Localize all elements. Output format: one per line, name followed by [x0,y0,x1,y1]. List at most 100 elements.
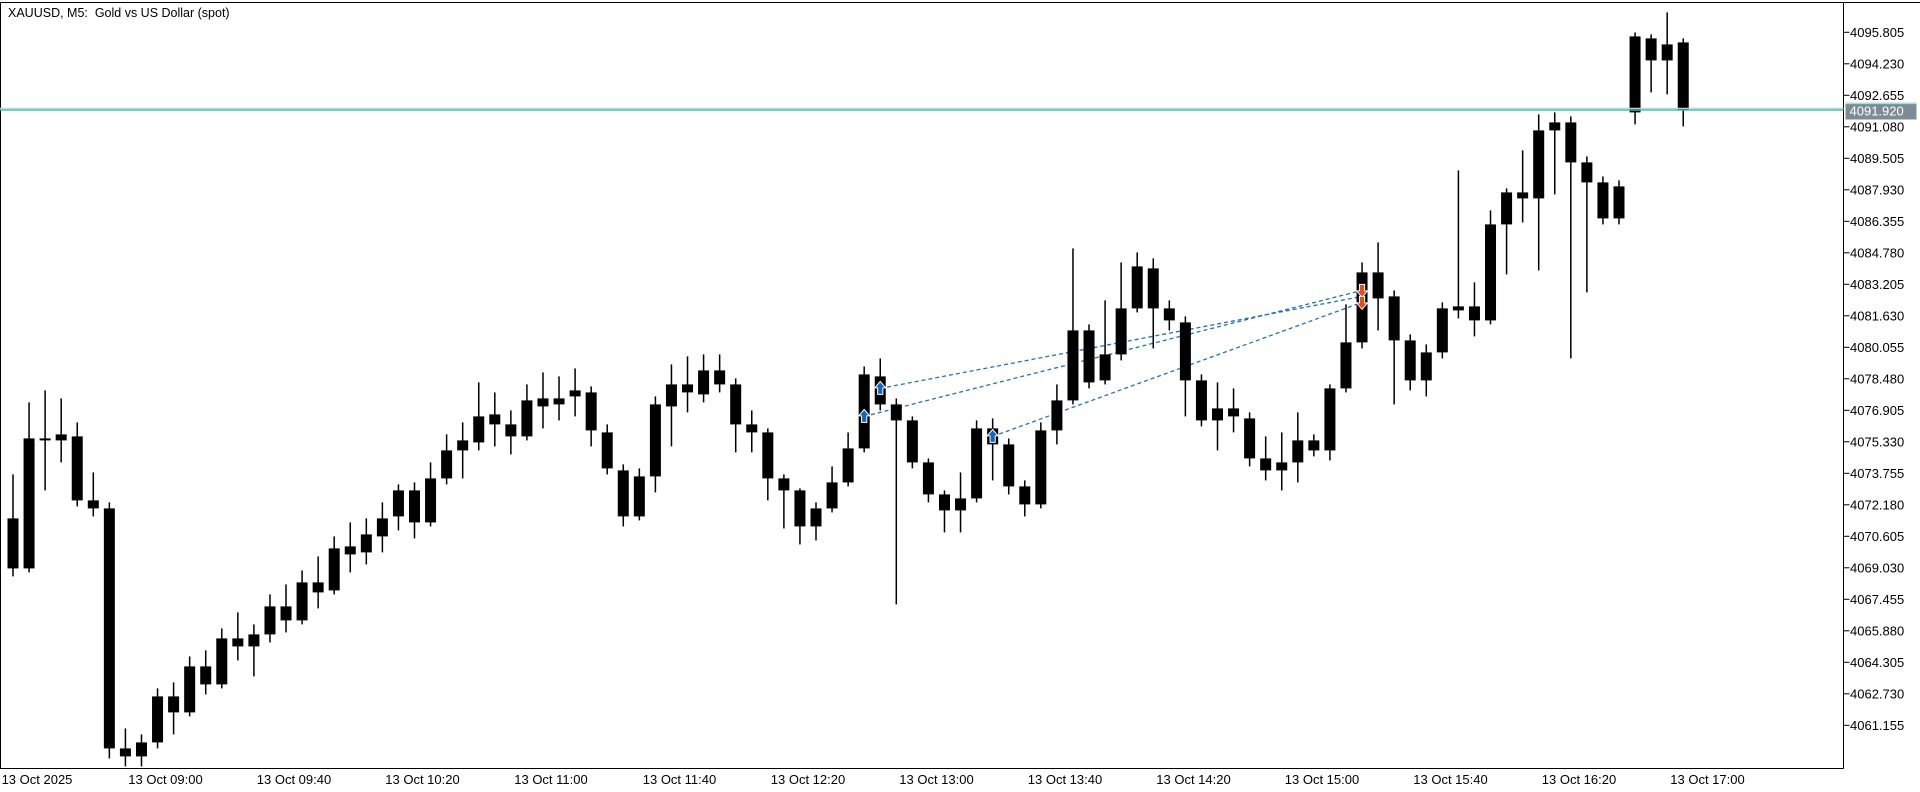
candle [264,594,276,643]
time-axis-label: 13 Oct 2025 [2,772,73,787]
candle [1517,150,1529,223]
candle [810,502,822,541]
candle [730,378,742,453]
candle [1083,324,1095,389]
candle [505,410,517,455]
price-axis-label: 4061.155 [1850,718,1904,733]
sell-close-arrow-icon[interactable] [1355,283,1369,299]
candle [1163,300,1175,331]
candle [890,398,902,605]
price-axis-label: 4069.030 [1850,560,1904,575]
candle [328,536,340,595]
candle [987,418,999,481]
candle [1212,382,1223,451]
price-axis-label: 4087.930 [1850,182,1904,197]
candle [1581,156,1593,293]
candle [1292,412,1304,483]
candle [1244,412,1256,467]
candle [1565,116,1577,359]
trade-connection-line[interactable] [864,289,1363,418]
candle [553,376,565,421]
buy-arrow-icon[interactable] [857,408,871,423]
candle [1549,112,1561,195]
candle [569,368,581,417]
candle [665,364,677,447]
candle [71,422,83,507]
candle [794,488,806,545]
price-axis-label: 4067.455 [1850,592,1904,607]
candle [826,466,838,513]
time-axis-label: 13 Oct 12:20 [771,772,845,787]
candle [762,428,774,501]
candle [232,612,244,661]
candle [1147,258,1159,349]
candle [376,502,388,553]
candle [971,420,983,503]
time-axis-label: 13 Oct 13:00 [899,772,973,787]
candle [601,424,613,475]
candlestick-series [7,12,1689,767]
candle [1195,374,1207,427]
candle [216,628,228,689]
buy-arrow-icon[interactable] [873,380,887,395]
price-axis-label: 4084.780 [1850,245,1904,260]
price-axis-label: 4075.330 [1850,434,1904,449]
candle [1501,188,1513,275]
candle [1372,242,1384,331]
price-axis[interactable]: 4095.805 4094.230 4092.655 4091.080 4089.505… [1843,25,1905,733]
price-axis-label: 4081.630 [1850,308,1904,323]
candle [168,682,180,735]
candle [1115,262,1127,361]
candle [649,396,661,493]
candle [585,386,597,447]
candle [521,384,533,441]
candle [184,656,196,717]
candle [152,688,164,749]
candle [1340,304,1352,393]
candle [1613,180,1625,225]
trade-connections [864,289,1363,438]
candle [746,410,758,453]
candle [1067,248,1079,405]
candle [103,502,115,759]
current-price-tag-label: 4091.920 [1850,104,1904,119]
price-axis-label: 4062.730 [1850,686,1904,701]
candle [1629,32,1641,125]
candle [938,490,950,533]
candle [1388,290,1400,405]
current-price-tag: 4091.920 [1845,102,1917,120]
sell-close-arrow-icon[interactable] [1355,295,1369,311]
candle [1420,344,1432,397]
price-axis-label: 4065.880 [1850,623,1904,638]
candle [200,650,212,695]
price-axis-label: 4092.655 [1850,88,1904,103]
time-axis-label: 13 Oct 09:40 [257,772,331,787]
price-axis-label: 4064.305 [1850,655,1904,670]
price-axis-label: 4072.180 [1850,497,1904,512]
time-axis-label: 13 Oct 09:00 [128,772,202,787]
candle [135,734,147,767]
candle [778,474,790,529]
price-axis-label: 4083.205 [1850,277,1904,292]
candle [1452,170,1464,319]
candle [1051,384,1063,445]
candle [698,354,710,403]
price-axis-label: 4094.230 [1850,56,1904,71]
candle [425,462,437,527]
price-axis-label: 4095.805 [1850,25,1904,40]
candle [1179,316,1191,417]
candle [344,522,356,573]
candle [392,484,404,531]
candle [537,372,549,429]
time-axis[interactable]: 13 Oct 2025 13 Oct 09:00 13 Oct 09:40 13 Oc… [2,772,1745,787]
price-axis-label: 4078.480 [1850,371,1904,386]
candle [1035,422,1047,509]
time-axis-label: 13 Oct 15:00 [1285,772,1359,787]
candle [682,356,694,413]
buy-arrow-icon[interactable] [986,428,1000,443]
time-axis-label: 13 Oct 10:20 [385,772,459,787]
price-axis-label: 4086.355 [1850,214,1904,229]
time-axis-label: 13 Oct 14:20 [1156,772,1230,787]
